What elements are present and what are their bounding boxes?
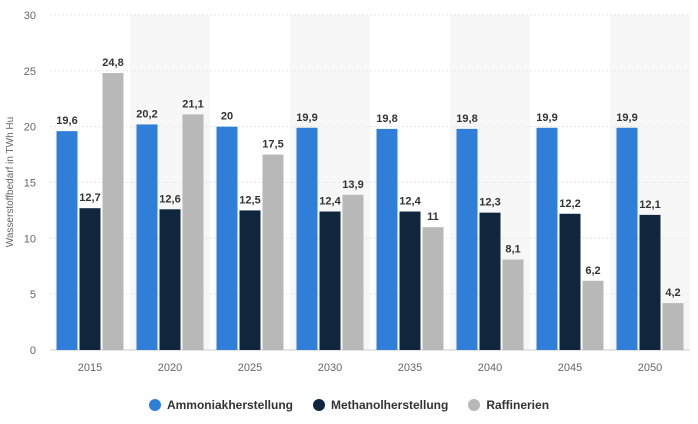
bar bbox=[422, 227, 444, 350]
bar bbox=[662, 303, 684, 350]
x-tick-label: 2050 bbox=[638, 362, 662, 374]
x-tick-label: 2045 bbox=[558, 362, 582, 374]
data-label: 12,7 bbox=[79, 192, 100, 204]
data-label: 19,8 bbox=[376, 113, 397, 125]
bar bbox=[262, 154, 284, 350]
data-label: 19,9 bbox=[536, 112, 557, 124]
legend-label: Raffinerien bbox=[486, 398, 550, 412]
bar bbox=[559, 213, 581, 350]
y-tick-label: 5 bbox=[30, 289, 36, 301]
data-label: 8,1 bbox=[505, 244, 520, 256]
bar bbox=[136, 124, 158, 350]
x-tick-label: 2030 bbox=[318, 362, 342, 374]
data-label: 11 bbox=[427, 211, 439, 223]
data-label: 12,4 bbox=[399, 196, 421, 208]
data-label: 19,6 bbox=[56, 115, 77, 127]
data-label: 12,6 bbox=[159, 193, 180, 205]
bar bbox=[536, 127, 558, 351]
x-axis-ticks: 2015 2020 2025 2030 2035 2040 2045 2050 bbox=[78, 362, 662, 374]
bar bbox=[296, 127, 318, 351]
data-label: 4,2 bbox=[665, 287, 680, 299]
x-tick-label: 2015 bbox=[78, 362, 102, 374]
y-axis-ticks: 0 5 10 15 20 25 30 bbox=[24, 10, 36, 357]
bar bbox=[239, 210, 261, 350]
bar bbox=[79, 208, 101, 350]
y-tick-label: 0 bbox=[30, 345, 36, 357]
bar bbox=[342, 194, 364, 350]
legend: Ammoniakherstellung Methanolherstellung … bbox=[0, 398, 698, 412]
data-label: 19,9 bbox=[616, 112, 637, 124]
legend-item-methanol[interactable]: Methanolherstellung bbox=[313, 398, 448, 412]
data-labels: 19,6 12,7 24,8 20,2 12,6 21,1 20 12,5 17,5 19,9 12… bbox=[56, 57, 680, 299]
data-label: 12,2 bbox=[559, 198, 580, 210]
legend-marker bbox=[148, 399, 161, 411]
data-label: 17,5 bbox=[262, 139, 283, 151]
bar bbox=[616, 127, 638, 351]
bar bbox=[102, 73, 124, 351]
x-tick-label: 2035 bbox=[398, 362, 422, 374]
bar bbox=[399, 211, 421, 350]
bars bbox=[56, 73, 684, 351]
x-tick-label: 2040 bbox=[478, 362, 502, 374]
x-tick-label: 2025 bbox=[238, 362, 262, 374]
y-tick-label: 25 bbox=[24, 66, 36, 78]
legend-label: Methanolherstellung bbox=[331, 398, 449, 412]
y-tick-label: 20 bbox=[24, 122, 36, 134]
y-axis-label: Wasserstoffbedarf in TWh Hu bbox=[5, 117, 16, 247]
legend-marker bbox=[468, 399, 481, 411]
data-label: 6,2 bbox=[585, 265, 600, 277]
data-label: 21,1 bbox=[182, 98, 203, 110]
data-label: 13,9 bbox=[342, 179, 363, 191]
y-tick-label: 30 bbox=[24, 10, 36, 22]
bar bbox=[216, 126, 238, 351]
y-tick-label: 15 bbox=[24, 178, 36, 190]
y-tick-label: 10 bbox=[24, 233, 36, 245]
data-label: 12,1 bbox=[639, 199, 660, 211]
legend-item-raffinerien[interactable]: Raffinerien bbox=[468, 398, 549, 412]
data-label: 20 bbox=[221, 111, 233, 123]
bar bbox=[582, 280, 604, 350]
x-tick-label: 2020 bbox=[158, 362, 182, 374]
bar bbox=[376, 128, 398, 350]
data-label: 24,8 bbox=[102, 57, 123, 69]
data-label: 12,3 bbox=[479, 197, 500, 209]
bar bbox=[639, 214, 661, 350]
bar bbox=[319, 211, 341, 350]
data-label: 12,4 bbox=[319, 196, 341, 208]
bar bbox=[502, 259, 524, 350]
bar bbox=[159, 209, 181, 350]
data-label: 12,5 bbox=[239, 194, 260, 206]
bar bbox=[456, 128, 478, 350]
bar bbox=[479, 212, 501, 350]
data-label: 19,9 bbox=[296, 112, 317, 124]
bar bbox=[56, 131, 78, 350]
data-label: 20,2 bbox=[136, 108, 157, 120]
legend-item-ammoniak[interactable]: Ammoniakherstellung bbox=[148, 398, 293, 412]
legend-label: Ammoniakherstellung bbox=[166, 398, 293, 412]
data-label: 19,8 bbox=[456, 113, 477, 125]
legend-marker bbox=[313, 399, 325, 411]
bar bbox=[182, 114, 204, 350]
